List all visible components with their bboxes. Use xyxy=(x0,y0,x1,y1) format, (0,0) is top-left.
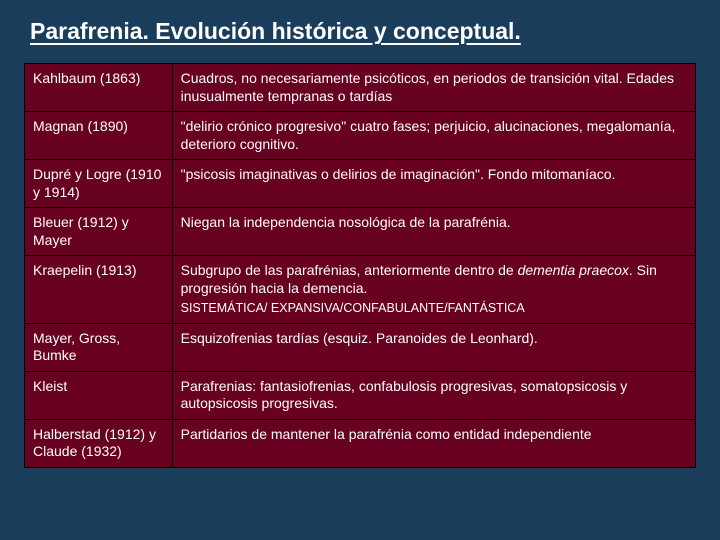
desc-cell: "psicosis imaginativas o delirios de ima… xyxy=(172,160,695,208)
table-row: Halberstad (1912) y Claude (1932) Partid… xyxy=(25,419,696,467)
table-row: Kleist Parafrenias: fantasiofrenias, con… xyxy=(25,371,696,419)
table-row: Dupré y Logre (1910 y 1914) "psicosis im… xyxy=(25,160,696,208)
author-cell: Halberstad (1912) y Claude (1932) xyxy=(25,419,173,467)
table-row: Kahlbaum (1863) Cuadros, no necesariamen… xyxy=(25,64,696,112)
desc-subline: SISTEMÁTICA/ EXPANSIVA/CONFABULANTE/FANT… xyxy=(181,301,687,317)
author-cell: Dupré y Logre (1910 y 1914) xyxy=(25,160,173,208)
desc-cell: Parafrenias: fantasiofrenias, confabulos… xyxy=(172,371,695,419)
author-cell: Kraepelin (1913) xyxy=(25,256,173,324)
desc-cell: "delirio crónico progresivo" cuatro fase… xyxy=(172,112,695,160)
table-row: Mayer, Gross, Bumke Esquizofrenias tardí… xyxy=(25,323,696,371)
page-title: Parafrenia. Evolución histórica y concep… xyxy=(30,18,696,45)
table-row: Magnan (1890) "delirio crónico progresiv… xyxy=(25,112,696,160)
table-row: Kraepelin (1913) Subgrupo de las parafré… xyxy=(25,256,696,324)
author-cell: Kleist xyxy=(25,371,173,419)
author-cell: Magnan (1890) xyxy=(25,112,173,160)
table-row: Bleuer (1912) y Mayer Niegan la independ… xyxy=(25,208,696,256)
author-cell: Mayer, Gross, Bumke xyxy=(25,323,173,371)
desc-cell: Subgrupo de las parafrénias, anteriormen… xyxy=(172,256,695,324)
history-table: Kahlbaum (1863) Cuadros, no necesariamen… xyxy=(24,63,696,468)
author-cell: Bleuer (1912) y Mayer xyxy=(25,208,173,256)
desc-cell: Cuadros, no necesariamente psicóticos, e… xyxy=(172,64,695,112)
author-cell: Kahlbaum (1863) xyxy=(25,64,173,112)
desc-cell: Esquizofrenias tardías (esquiz. Paranoid… xyxy=(172,323,695,371)
desc-cell: Partidarios de mantener la parafrénia co… xyxy=(172,419,695,467)
desc-cell: Niegan la independencia nosológica de la… xyxy=(172,208,695,256)
